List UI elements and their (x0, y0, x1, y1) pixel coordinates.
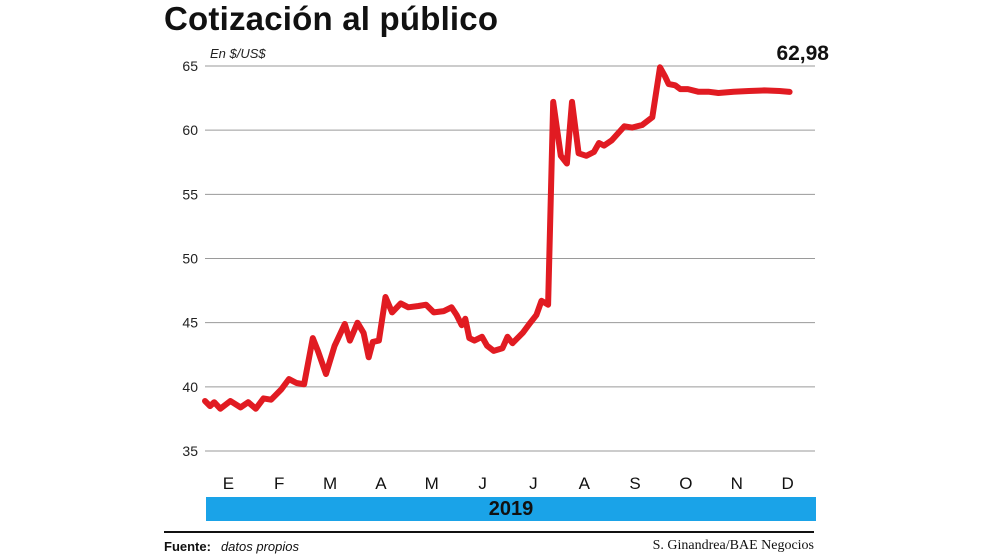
y-tick-label-35: 35 (182, 443, 198, 459)
source-line: Fuente: datos propios (164, 539, 299, 554)
x-tick-label-1: F (274, 474, 284, 493)
last-value-label: 62,98 (776, 42, 829, 65)
x-tick-label-10: N (731, 474, 743, 493)
source-label: Fuente: (164, 539, 211, 554)
series-group (202, 64, 793, 412)
year-label: 2019 (488, 498, 534, 520)
x-tick-label-5: J (478, 474, 487, 493)
y-tick-label-45: 45 (182, 315, 198, 331)
y-tick-label-55: 55 (182, 186, 198, 202)
year-band: 2019 (206, 497, 816, 521)
x-tick-label-8: S (629, 474, 640, 493)
x-tick-label-3: A (375, 474, 387, 493)
x-tick-label-7: A (579, 474, 591, 493)
series-line-0 (202, 64, 793, 412)
source-value: datos propios (220, 539, 300, 554)
y-tick-label-60: 60 (182, 122, 198, 138)
x-tick-label-11: D (781, 474, 793, 493)
x-tick-label-6: J (529, 474, 538, 493)
unit-label: En $/US$ (210, 46, 266, 61)
x-tick-label-9: O (679, 474, 692, 493)
x-tick-label-0: E (223, 474, 234, 493)
credit-line: S. Ginandrea/BAE Negocios (652, 538, 814, 553)
x-tick-label-2: M (323, 474, 337, 493)
footer-divider (164, 531, 814, 533)
gridlines (205, 65, 815, 452)
y-axis-tick-labels: 35 40 45 50 55 60 65 (182, 58, 198, 459)
y-tick-label-50: 50 (182, 251, 198, 267)
x-tick-label-4: M (425, 474, 439, 493)
y-tick-label-40: 40 (182, 379, 198, 395)
chart-title: Cotización al público (164, 0, 499, 37)
y-tick-label-65: 65 (182, 58, 198, 74)
